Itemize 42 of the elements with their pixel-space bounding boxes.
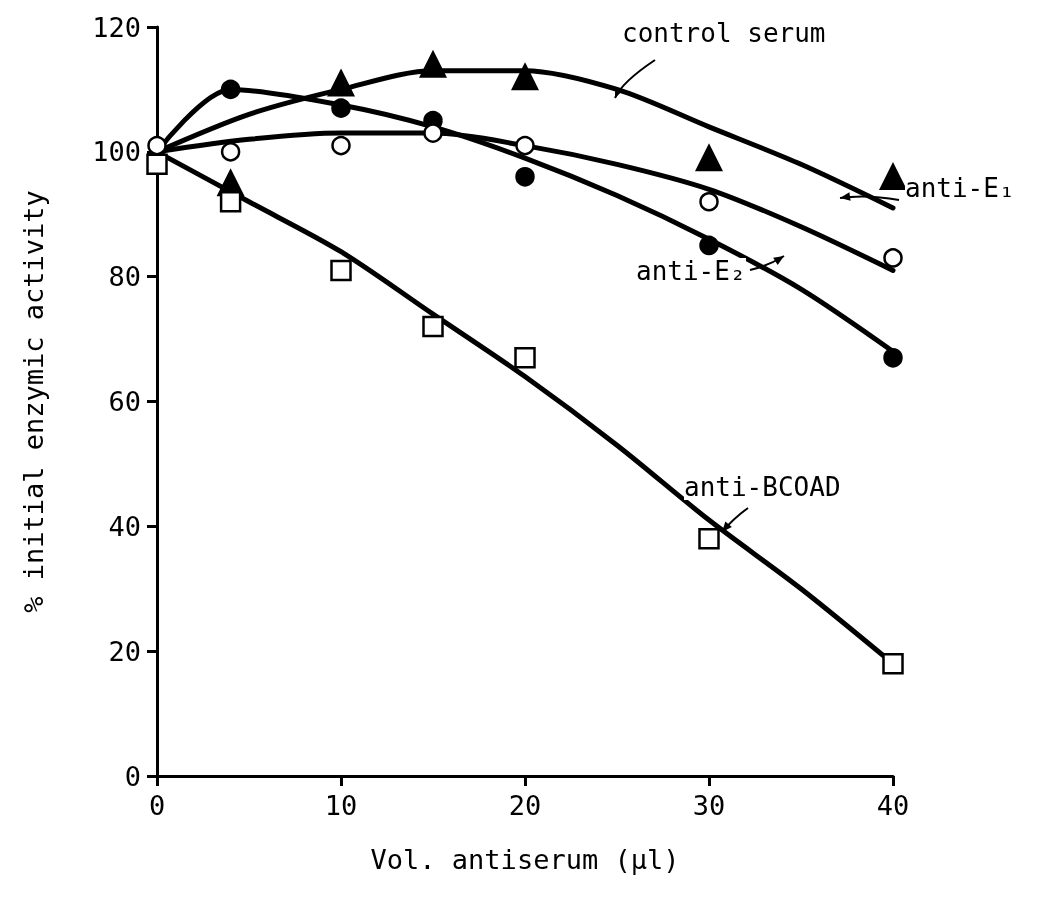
point [220, 79, 241, 100]
point [699, 192, 719, 212]
y-tick-label: 40 [108, 510, 141, 542]
point [695, 144, 723, 172]
x-tick-label: 40 [876, 790, 910, 821]
x-tick-label: 0 [148, 790, 166, 821]
y-tick-label: 120 [92, 11, 141, 43]
point [699, 235, 719, 256]
x-tick-label: 30 [692, 790, 726, 821]
y-tick-label: 0 [124, 760, 141, 792]
point [220, 142, 241, 162]
point [879, 163, 907, 191]
annotation: anti-BCOAD [684, 472, 841, 502]
point [422, 315, 444, 338]
point [514, 347, 536, 369]
point [515, 135, 535, 156]
x-tick-label: 20 [508, 790, 542, 821]
point [882, 652, 904, 675]
point [327, 69, 355, 97]
point [419, 51, 447, 78]
point [511, 63, 539, 91]
annotation: anti-E₂ [636, 256, 746, 286]
point [331, 98, 351, 118]
point [515, 167, 535, 187]
y-tick-label: 100 [92, 136, 141, 168]
point [698, 528, 720, 550]
y-tick-label: 80 [108, 261, 141, 293]
y-axis-title: % initial enzymic activity [18, 190, 49, 613]
point [147, 135, 167, 156]
x-axis-title: Vol. antiserum (µl) [370, 844, 680, 875]
text: anti-E₁ [905, 173, 1015, 203]
point [423, 123, 443, 143]
point [219, 191, 242, 213]
annotation: control serum [622, 18, 826, 48]
point [883, 348, 903, 368]
x-tick-label: 10 [324, 790, 358, 821]
point [331, 135, 351, 156]
y-tick-label: 60 [108, 386, 141, 417]
point [146, 153, 168, 176]
point [883, 248, 903, 268]
point [330, 259, 352, 282]
y-tick-label: 20 [108, 635, 141, 667]
